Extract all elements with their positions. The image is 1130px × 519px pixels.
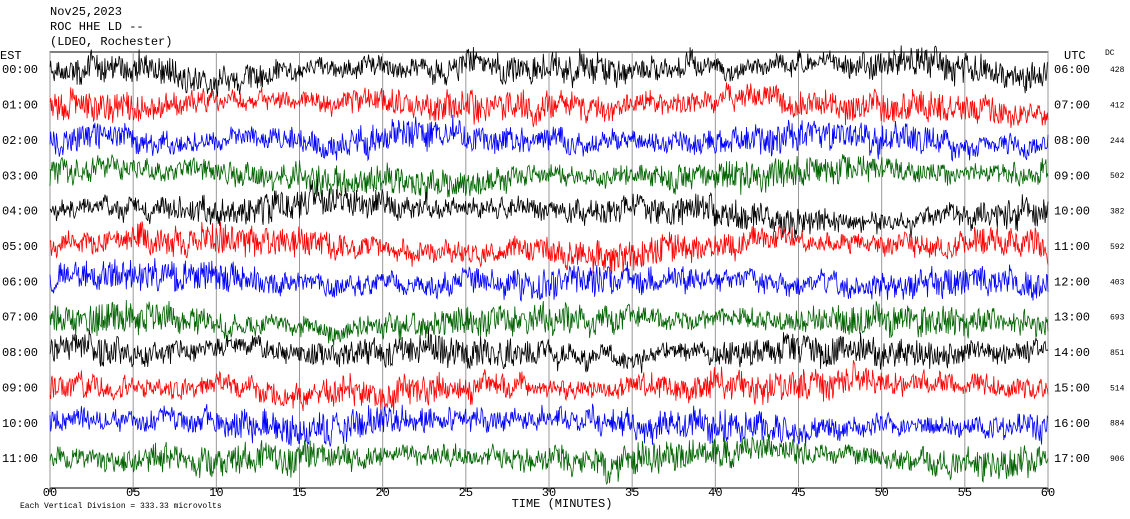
seismic-trace	[49, 299, 1049, 346]
est-label: 11:00	[2, 452, 38, 466]
x-axis-title: TIME (MINUTES)	[512, 497, 613, 511]
est-label: 03:00	[2, 169, 38, 183]
seismic-trace	[49, 403, 1049, 447]
dc-value: 412	[1110, 101, 1125, 110]
utc-label: 13:00	[1054, 311, 1090, 325]
est-label: 09:00	[2, 381, 38, 395]
x-tick-label: 05	[126, 486, 140, 500]
seismic-trace	[49, 221, 1049, 275]
dc-value: 693	[1110, 314, 1125, 323]
est-label: 01:00	[2, 99, 38, 113]
dc-value: 851	[1110, 349, 1125, 358]
dc-value: 502	[1110, 172, 1125, 181]
est-label: 10:00	[2, 417, 38, 431]
x-tick-label: 25	[459, 486, 473, 500]
seismic-trace	[49, 114, 1049, 162]
seismic-trace	[49, 178, 1049, 239]
est-label: 07:00	[2, 311, 38, 325]
utc-label: 07:00	[1054, 99, 1090, 113]
dc-value: 244	[1110, 137, 1125, 146]
dc-title: DC	[1105, 49, 1115, 58]
seismic-trace	[49, 45, 1049, 97]
utc-label: 16:00	[1054, 417, 1090, 431]
seismic-trace	[49, 82, 1049, 128]
utc-label: 15:00	[1054, 381, 1090, 395]
title-line: ROC HHE LD --	[50, 20, 144, 34]
x-tick-label: 45	[791, 486, 805, 500]
dc-value: 906	[1110, 455, 1125, 464]
est-label: 04:00	[2, 205, 38, 219]
dc-value: 884	[1110, 420, 1125, 429]
est-label: 06:00	[2, 275, 38, 289]
dc-value: 514	[1110, 384, 1125, 393]
x-tick-label: 00	[43, 486, 57, 500]
left-axis-title: EST	[0, 49, 22, 63]
dc-value: 403	[1110, 278, 1125, 287]
dc-value: 428	[1110, 66, 1125, 75]
seismic-trace	[49, 258, 1049, 302]
footnote: Each Vertical Division = 333.33 microvol…	[20, 502, 222, 511]
x-tick-label: 35	[625, 486, 639, 500]
dc-value: 592	[1110, 243, 1125, 252]
utc-label: 10:00	[1054, 205, 1090, 219]
utc-label: 11:00	[1054, 240, 1090, 254]
x-tick-label: 50	[874, 486, 888, 500]
x-tick-label: 60	[1041, 486, 1055, 500]
est-label: 05:00	[2, 240, 38, 254]
est-label: 02:00	[2, 134, 38, 148]
x-tick-label: 20	[375, 486, 389, 500]
seismic-trace	[49, 433, 1049, 485]
est-label: 08:00	[2, 346, 38, 360]
est-label: 00:00	[2, 63, 38, 77]
utc-label: 06:00	[1054, 63, 1090, 77]
x-tick-label: 10	[209, 486, 223, 500]
x-tick-label: 30	[542, 486, 556, 500]
dc-value: 382	[1110, 208, 1125, 217]
traces	[49, 45, 1049, 488]
title-line: Nov25,2023	[50, 5, 122, 19]
x-tick-label: 55	[958, 486, 972, 500]
seismic-trace	[49, 329, 1049, 374]
right-axis-title: UTC	[1064, 49, 1086, 63]
utc-label: 17:00	[1054, 452, 1090, 466]
utc-label: 12:00	[1054, 275, 1090, 289]
title-line: (LDEO, Rochester)	[50, 35, 172, 49]
x-tick-label: 40	[708, 486, 722, 500]
utc-label: 09:00	[1054, 169, 1090, 183]
utc-label: 08:00	[1054, 134, 1090, 148]
utc-label: 14:00	[1054, 346, 1090, 360]
seismic-trace	[49, 360, 1049, 415]
x-tick-label: 15	[292, 486, 306, 500]
seismic-trace	[49, 154, 1049, 202]
